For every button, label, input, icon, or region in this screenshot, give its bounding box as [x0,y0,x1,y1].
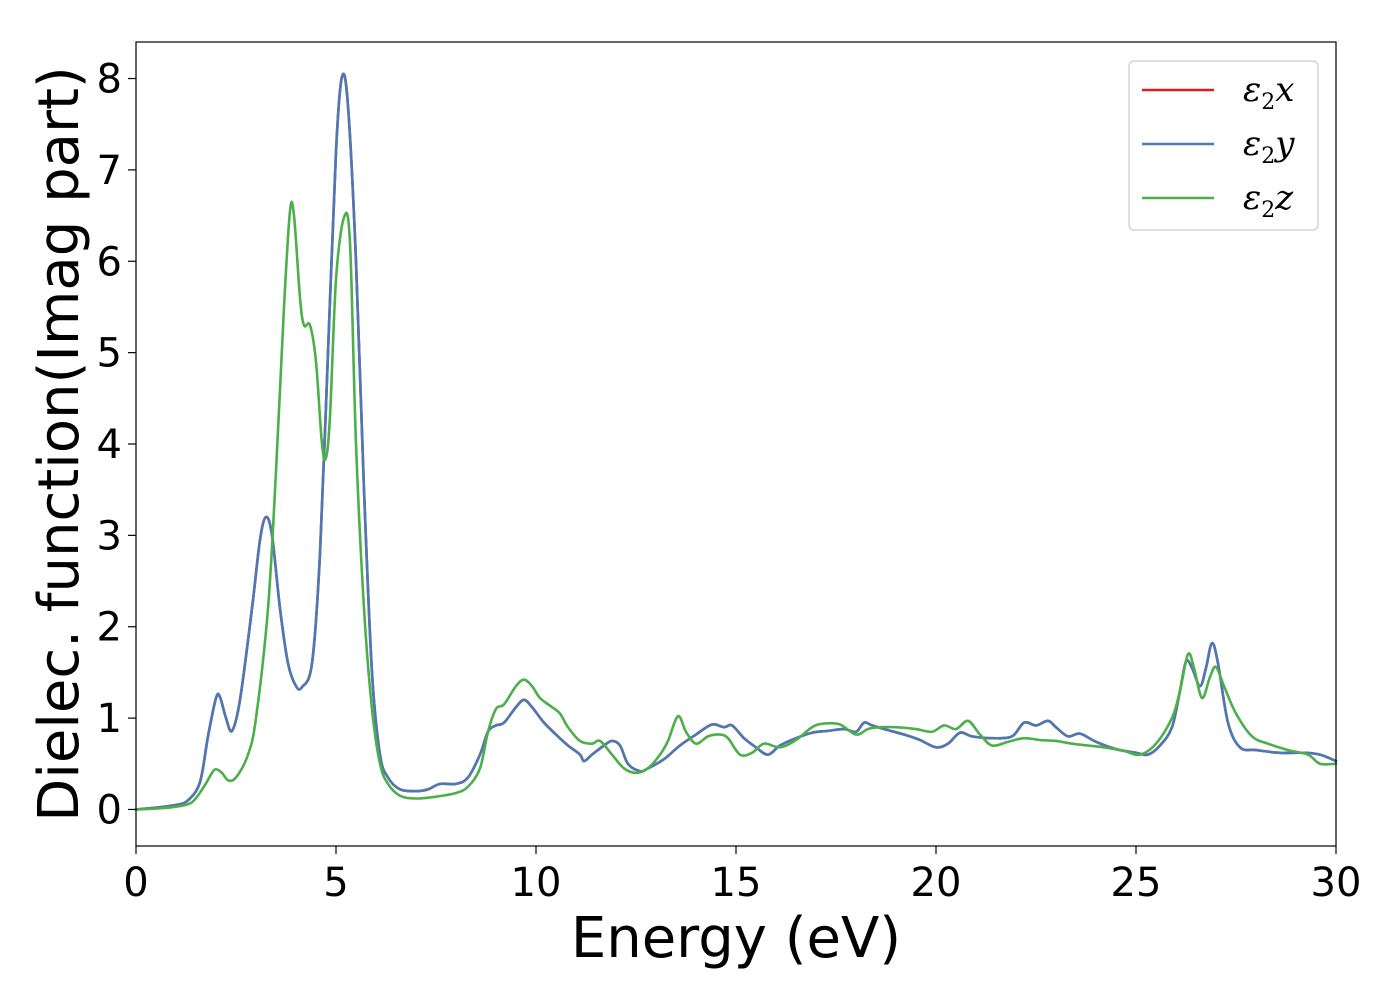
y-tick-label: 4 [97,422,122,468]
y-axis-title: Dielec. function(Imag part) [27,66,92,822]
x-axis-ticks: 0 5 10 15 20 25 30 [123,846,1361,906]
y-tick-label: 3 [97,513,122,559]
y-tick-label: 2 [97,605,122,651]
legend-label-z: ε2z [1243,178,1294,223]
x-tick-label: 20 [911,860,962,906]
x-tick-label: 0 [123,860,148,906]
y-tick-label: 0 [97,787,122,833]
series-layer [134,72,1338,811]
plot-frame [135,41,1337,847]
x-tick-label: 30 [1311,860,1362,906]
series-line-z [134,200,1338,811]
legend-frame [1128,60,1319,231]
y-tick-label: 8 [97,57,122,103]
x-tick-label: 10 [511,860,562,906]
x-tick-label: 15 [711,860,762,906]
legend: ε2x ε2y ε2z [1128,60,1319,231]
y-tick-label: 6 [97,239,122,285]
y-tick-label: 5 [97,331,122,377]
x-axis-title: Energy (eV) [571,906,901,971]
legend-label-y: ε2y [1243,124,1295,169]
y-tick-label: 1 [97,696,122,742]
legend-label-x: ε2x [1243,70,1294,115]
x-tick-label: 5 [323,860,348,906]
x-tick-label: 25 [1111,860,1162,906]
y-tick-label: 7 [97,148,122,194]
y-axis-ticks: 0 1 2 3 4 5 6 7 8 [97,57,136,833]
